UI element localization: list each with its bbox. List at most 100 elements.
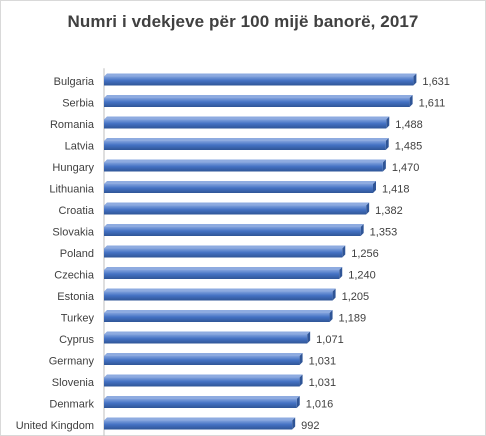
bar-top-face — [104, 310, 333, 313]
category-label: Slovakia — [52, 227, 94, 239]
category-label: Estonia — [57, 291, 95, 303]
bar-side-face — [296, 396, 300, 408]
bar-front-face — [104, 227, 361, 236]
bar-poland — [104, 245, 346, 258]
category-label: Bulgaria — [54, 76, 95, 88]
bar-side-face — [360, 224, 364, 236]
category-label: Turkey — [61, 313, 95, 325]
value-label: 1,611 — [419, 98, 446, 110]
bar-denmark — [104, 396, 300, 408]
bar-side-face — [332, 288, 336, 301]
value-label: 1,631 — [422, 76, 450, 88]
bar-side-face — [386, 116, 390, 129]
bar-top-face — [104, 267, 343, 270]
bar-front-face — [104, 141, 386, 150]
value-label: 1,189 — [339, 313, 367, 325]
bar-top-face — [104, 202, 370, 206]
bar-czechia — [104, 267, 343, 279]
bar-united-kingdom — [104, 417, 296, 430]
category-label: Slovenia — [52, 377, 95, 389]
value-label: 1,470 — [392, 162, 420, 174]
value-label: 992 — [301, 420, 319, 432]
category-label: Croatia — [59, 205, 95, 217]
bar-estonia — [104, 288, 336, 301]
bar-top-face — [104, 159, 386, 163]
value-label: 1,240 — [348, 270, 376, 282]
category-label: Czechia — [54, 270, 95, 282]
value-label: 1,353 — [370, 227, 398, 239]
bar-top-face — [104, 181, 376, 184]
bar-front-face — [104, 184, 373, 193]
value-label: 1,418 — [382, 184, 410, 196]
bar-side-face — [372, 181, 376, 193]
bar-side-face — [292, 417, 296, 430]
bar-top-face — [104, 396, 300, 399]
bar-top-face — [104, 224, 364, 227]
bar-side-face — [385, 138, 389, 150]
bar-side-face — [329, 310, 333, 322]
value-label: 1,256 — [351, 248, 379, 260]
bar-latvia — [104, 138, 389, 150]
bar-cyprus — [104, 331, 311, 344]
value-label: 1,031 — [309, 356, 337, 368]
category-label: Latvia — [65, 141, 95, 153]
bar-top-face — [104, 116, 390, 120]
bar-front-face — [104, 98, 410, 107]
bar-serbia — [104, 95, 413, 107]
bar-front-face — [104, 377, 300, 387]
bar-top-face — [104, 95, 413, 98]
bar-front-face — [104, 205, 367, 215]
bar-side-face — [307, 331, 311, 344]
bar-front-face — [104, 76, 414, 86]
bar-front-face — [104, 248, 343, 258]
category-label: United Kingdom — [16, 420, 94, 432]
value-label: 1,382 — [375, 205, 403, 217]
category-label: Denmark — [49, 399, 94, 411]
bar-top-face — [104, 73, 417, 77]
category-label: Germany — [49, 356, 95, 368]
bar-side-face — [366, 202, 370, 215]
category-label: Cyprus — [59, 334, 94, 346]
value-label: 1,071 — [316, 334, 344, 346]
value-label: 1,205 — [342, 291, 370, 303]
bar-top-face — [104, 138, 389, 141]
category-label: Poland — [60, 248, 94, 260]
bar-turkey — [104, 310, 333, 322]
bar-top-face — [104, 288, 336, 292]
bar-front-face — [104, 291, 333, 301]
category-label: Romania — [50, 119, 95, 131]
bar-slovakia — [104, 224, 364, 236]
bar-side-face — [409, 95, 413, 107]
bar-front-face — [104, 420, 293, 430]
value-label: 1,488 — [395, 119, 423, 131]
bar-side-face — [413, 73, 417, 86]
bar-top-face — [104, 331, 311, 335]
value-label: 1,016 — [306, 399, 334, 411]
value-label: 1,031 — [309, 377, 337, 389]
bar-front-face — [104, 356, 300, 365]
bar-bulgaria — [104, 73, 417, 86]
bar-germany — [104, 353, 303, 365]
bar-front-face — [104, 399, 297, 408]
bar-romania — [104, 116, 390, 129]
bar-side-face — [382, 159, 386, 172]
bar-side-face — [339, 267, 343, 279]
bar-front-face — [104, 334, 308, 344]
bar-side-face — [299, 374, 303, 387]
bar-side-face — [342, 245, 346, 258]
bar-slovenia — [104, 374, 303, 387]
bar-front-face — [104, 119, 387, 129]
bar-lithuania — [104, 181, 376, 193]
category-label: Hungary — [52, 162, 94, 174]
bar-hungary — [104, 159, 386, 172]
bar-croatia — [104, 202, 370, 215]
bar-front-face — [104, 313, 330, 322]
bar-top-face — [104, 374, 303, 378]
value-label: 1,485 — [395, 141, 423, 153]
bar-top-face — [104, 245, 346, 249]
category-label: Lithuania — [49, 184, 95, 196]
bar-front-face — [104, 162, 383, 172]
chart-title: Numri i vdekjeve për 100 mijë banorë, 20… — [67, 12, 419, 31]
bar-front-face — [104, 270, 340, 279]
